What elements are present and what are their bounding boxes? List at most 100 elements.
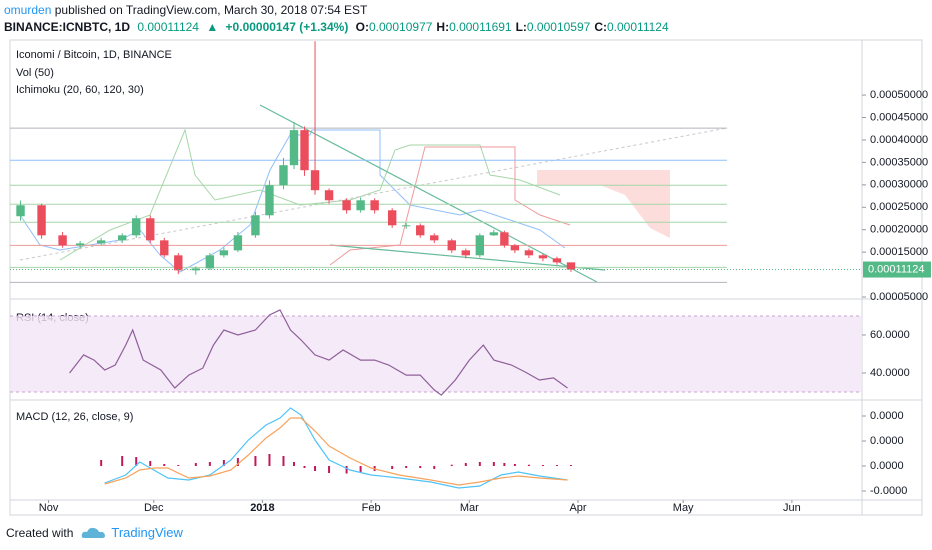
candle-body xyxy=(233,235,243,251)
change: +0.00000147 (+1.34%) xyxy=(225,20,349,34)
candle-body xyxy=(75,243,85,246)
ohlc-label: L: xyxy=(515,20,527,34)
x-tick-label: Nov xyxy=(39,502,59,514)
drawings xyxy=(19,104,728,283)
logo-cloud xyxy=(82,527,106,538)
candle-body xyxy=(279,165,288,186)
histogram-bar xyxy=(405,466,408,468)
ohlc-label: C: xyxy=(594,20,607,34)
candle-body xyxy=(289,130,299,166)
histogram-bar xyxy=(177,465,180,466)
candle-body xyxy=(370,200,379,211)
candle-body xyxy=(205,255,215,269)
ichimoku-cloud xyxy=(537,170,670,238)
y-tick-label: 0.00030000 xyxy=(870,179,928,191)
histogram-bar xyxy=(450,464,453,466)
candle-body xyxy=(461,250,471,256)
trend-line xyxy=(259,104,598,283)
y-tick-label: -0.0000 xyxy=(870,485,907,497)
x-tick-label: Feb xyxy=(362,502,381,514)
histogram-bar xyxy=(478,462,481,466)
x-tick-label: May xyxy=(673,502,694,514)
logo xyxy=(82,527,106,538)
ichimoku-line xyxy=(329,146,571,266)
histogram-bar xyxy=(236,458,239,466)
histogram-bar xyxy=(391,466,394,469)
candle-body xyxy=(37,205,46,236)
brand[interactable]: TradingView xyxy=(111,525,183,540)
author[interactable]: omurden xyxy=(4,3,52,17)
histogram-bar xyxy=(314,466,317,471)
histogram-bar xyxy=(222,460,225,466)
candle-body xyxy=(146,218,155,241)
y-tick-label: 0.0000 xyxy=(870,410,904,422)
x-tick-label: Jun xyxy=(783,502,801,514)
ohlc-label: H: xyxy=(436,20,450,34)
candle-body xyxy=(538,255,548,259)
x-tick-label: Mar xyxy=(460,502,479,514)
histogram-bar xyxy=(433,466,436,469)
histogram-bar xyxy=(569,465,572,466)
created-with: Created with xyxy=(6,525,74,540)
y-tick-label: 0.00005000 xyxy=(870,291,928,303)
y-tick-label: 0.00025000 xyxy=(870,201,928,213)
ohlc-value: 0.00011691 xyxy=(449,20,512,34)
histogram-bar xyxy=(268,454,271,466)
histogram-bar xyxy=(345,466,348,474)
histogram-bar xyxy=(194,463,197,466)
ohlc-value: 0.00010977 xyxy=(369,20,433,34)
candle-body xyxy=(96,240,106,244)
candle-body xyxy=(219,250,229,256)
candle-body xyxy=(387,210,397,226)
symbol: BINANCE:ICNBTC, 1D xyxy=(4,20,130,34)
candle-body xyxy=(16,205,25,217)
last-price-box xyxy=(863,261,931,278)
candle-body xyxy=(552,258,562,263)
histogram-bar xyxy=(359,466,362,472)
trend-line xyxy=(329,244,606,271)
histogram-bar xyxy=(419,466,422,468)
publish-line: omurden published on TradingView.com, Ma… xyxy=(4,3,371,17)
candle-body xyxy=(174,255,183,271)
candle-body xyxy=(300,130,309,171)
histogram-bar xyxy=(135,457,138,466)
y-tick-label: 0.0000 xyxy=(870,435,904,447)
x-tick-label: Apr xyxy=(569,502,586,514)
y-tick-label: 0.00015000 xyxy=(870,246,928,258)
candle-body xyxy=(342,200,351,211)
y-tick-label: 0.00045000 xyxy=(870,111,928,123)
histogram-bar xyxy=(527,464,530,466)
histogram-bar xyxy=(254,456,257,466)
candle-body xyxy=(310,170,320,191)
ohlc-value: 0.00010597 xyxy=(526,20,591,34)
frame xyxy=(9,39,923,516)
histogram-bar xyxy=(293,462,295,466)
y-tick-label: 0.00050000 xyxy=(870,89,928,101)
candle-body xyxy=(500,232,509,246)
histogram-bar xyxy=(492,462,495,466)
histogram-bar xyxy=(100,460,103,466)
candle-body xyxy=(191,268,201,271)
candle-body xyxy=(324,190,334,201)
candle-body xyxy=(401,225,411,227)
histogram-bar xyxy=(303,466,306,468)
histogram-bar xyxy=(555,465,558,466)
histogram-bar xyxy=(121,456,124,466)
candle-body xyxy=(58,235,67,246)
y-tick-label: 0.00040000 xyxy=(870,134,928,146)
y-tick-label: 60.0000 xyxy=(870,329,910,341)
candle-body xyxy=(356,200,365,211)
x-tick-label: 2018 xyxy=(250,502,274,514)
y-tick-label: 0.00020000 xyxy=(870,224,928,236)
candle-body xyxy=(265,185,274,216)
rsi-band xyxy=(10,315,862,393)
candle-body xyxy=(510,245,520,251)
y-tick-label: 40.0000 xyxy=(870,367,910,379)
ichimoku-line xyxy=(59,128,561,261)
x-tick-label: Dec xyxy=(144,502,164,514)
histogram-bar xyxy=(328,466,331,473)
rsi-line xyxy=(69,309,568,396)
candle-body xyxy=(566,262,576,270)
